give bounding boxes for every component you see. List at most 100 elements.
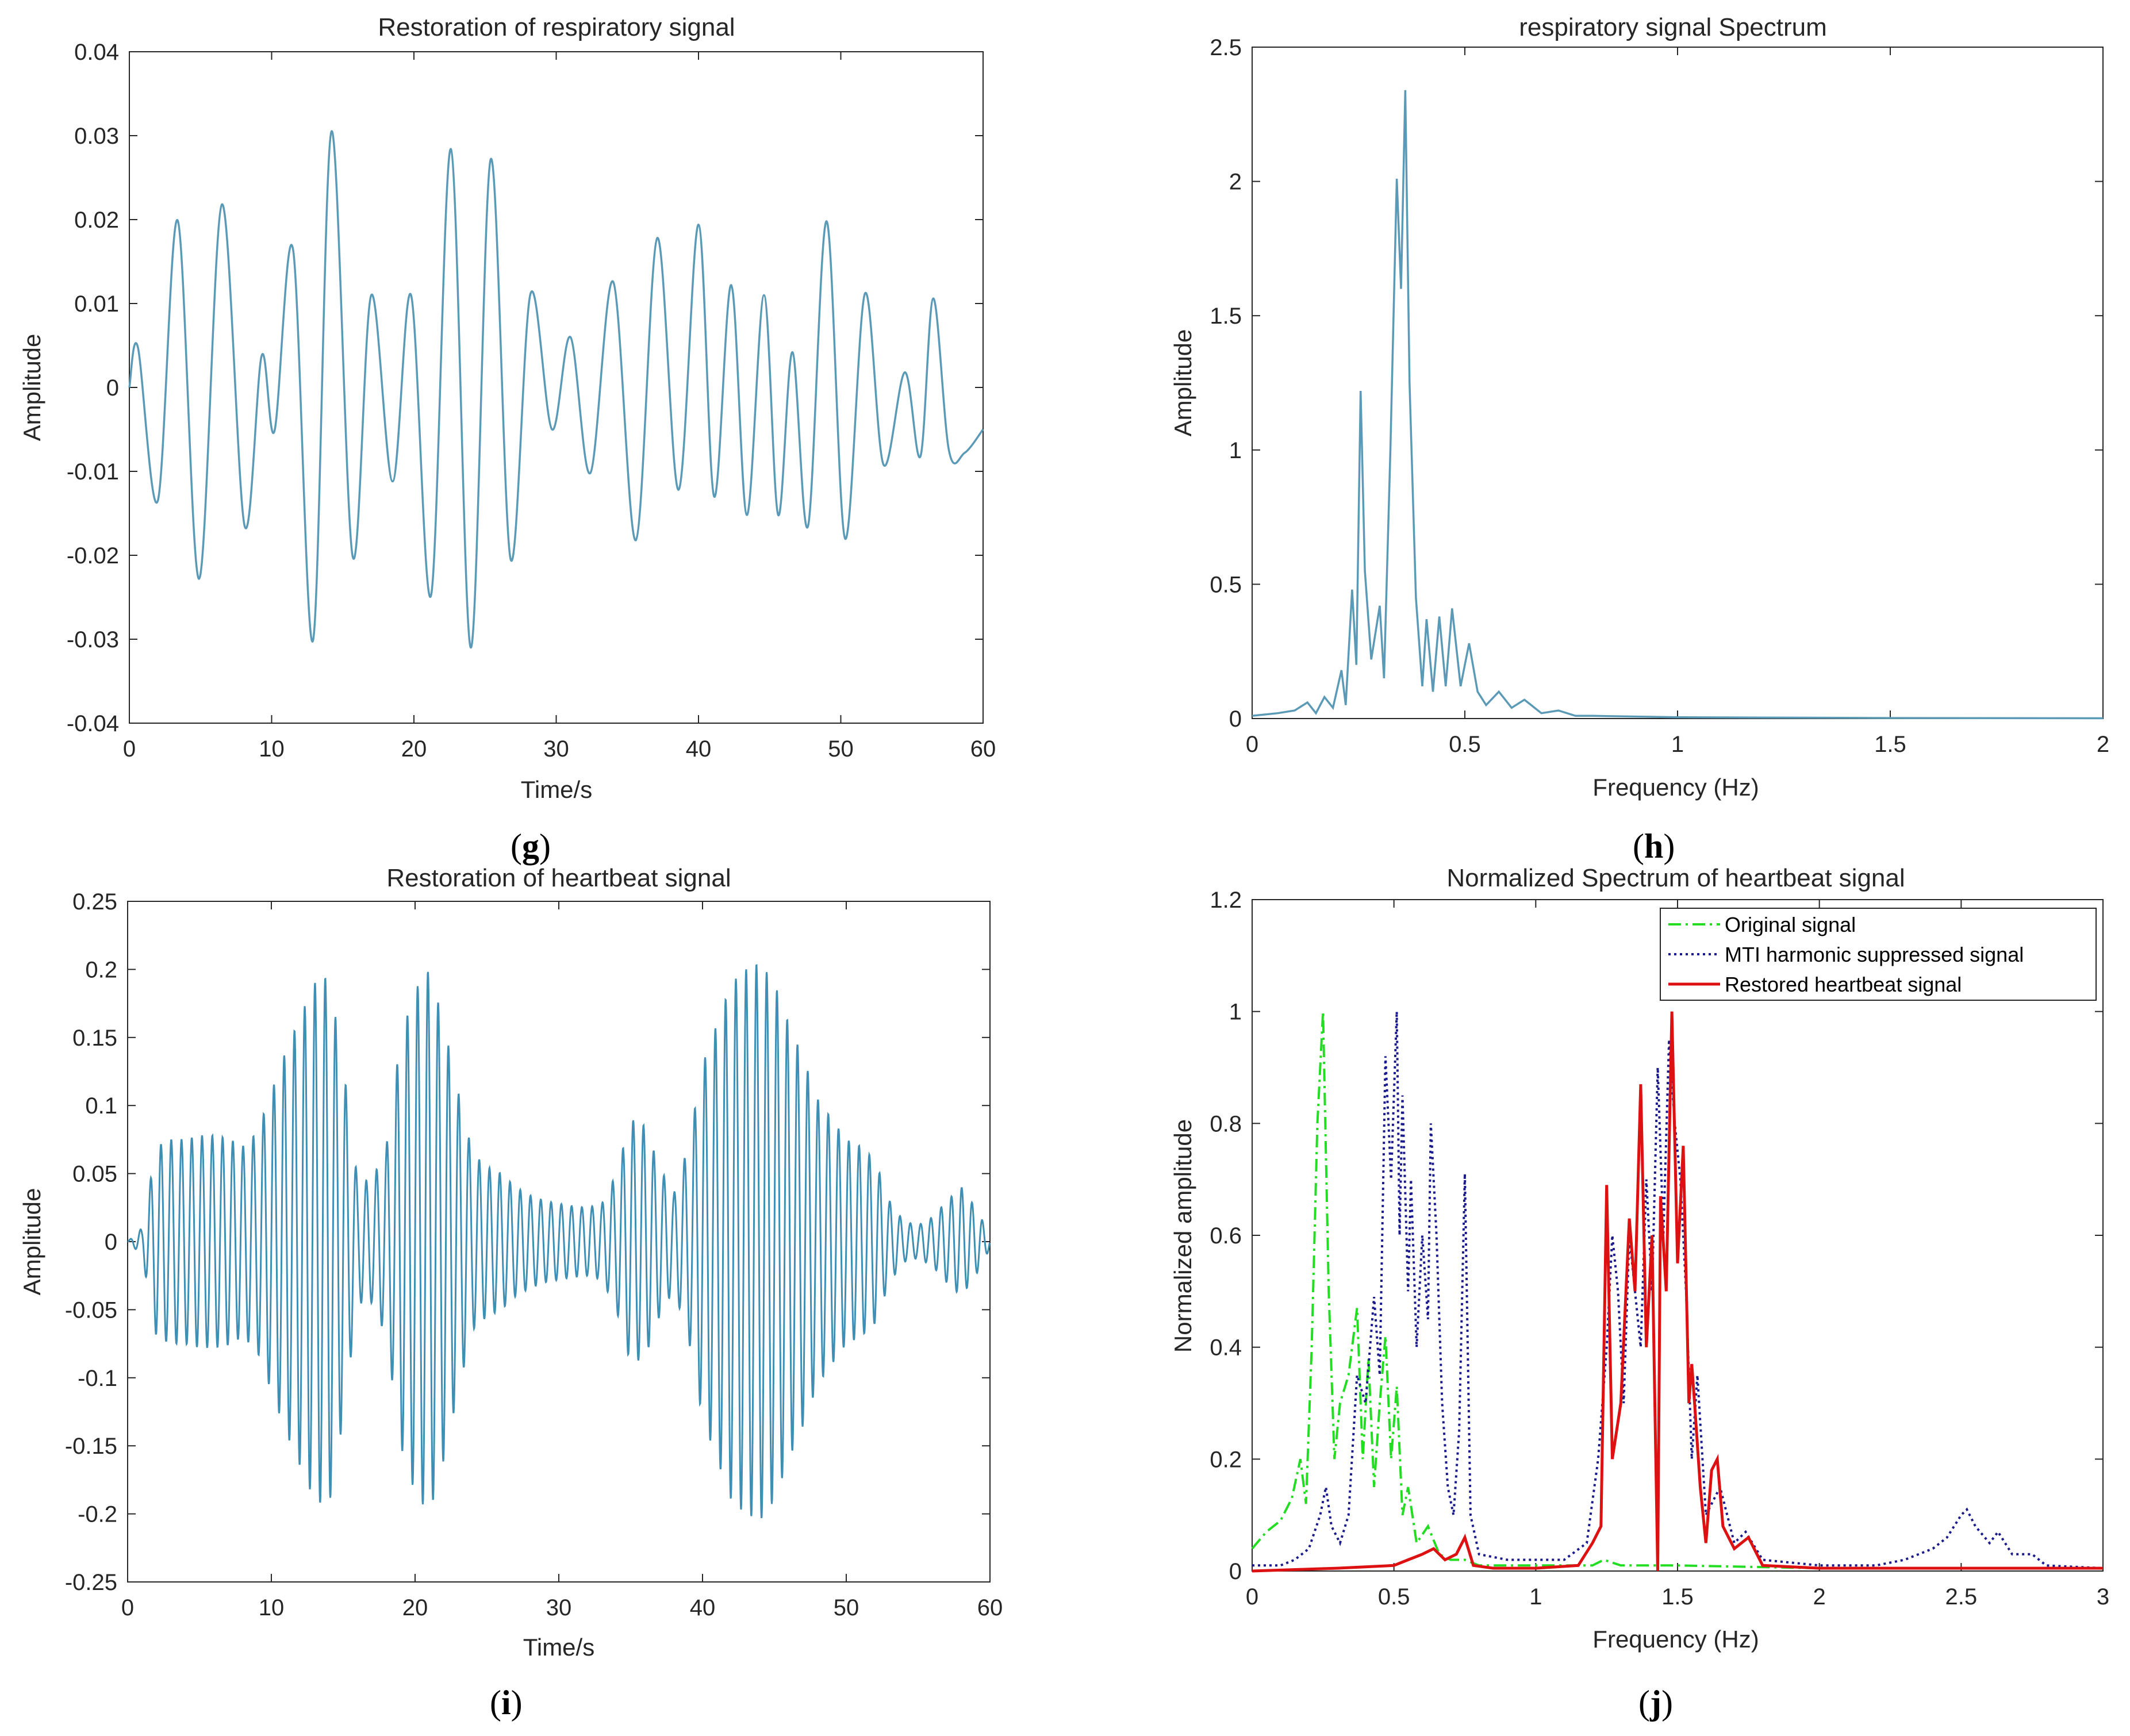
chart-j-series-lines (1251, 1011, 2104, 1573)
y-tick-label: -0.02 (67, 543, 119, 569)
chart-j: Normalized Spectrum of heartbeat signal … (1169, 864, 2109, 1722)
y-tick-label: 0.2 (1210, 1447, 1242, 1472)
chart-j-panel-letter: j (1649, 1684, 1661, 1722)
chart-j-ylabel: Normalized amplitude (1169, 1119, 1196, 1353)
x-tick-label: 1.5 (1874, 732, 1906, 757)
chart-i-series-line (127, 964, 991, 1519)
y-tick-label: -0.03 (67, 627, 119, 652)
x-tick-label: 40 (690, 1595, 716, 1620)
chart-j-series-0 (1251, 1011, 2103, 1570)
chart-i: Restoration of heartbeat signal 0 10 20 30 4… (18, 864, 1003, 1722)
y-tick-label: 0.03 (74, 124, 119, 149)
chart-i-title: Restoration of heartbeat signal (386, 864, 731, 892)
y-tick-label: 0.04 (74, 40, 119, 65)
y-tick-label: -0.15 (65, 1434, 117, 1459)
y-tick-label: 0 (1229, 1559, 1242, 1584)
y-tick-label: 2.5 (1210, 35, 1242, 60)
chart-g-series-line (128, 130, 984, 649)
x-tick-label: 30 (546, 1595, 572, 1620)
chart-i-panel-letter: i (501, 1684, 511, 1722)
chart-h-axes-box (1252, 47, 2104, 719)
x-tick-label: 50 (834, 1595, 859, 1620)
chart-j-ticks: 0 0.5 1 1.5 2 2.5 3 0 0.2 0.4 0.6 0.8 1 1.2 (1210, 888, 2109, 1610)
y-tick-label: 1 (1229, 438, 1242, 463)
x-tick-label: 10 (259, 736, 285, 762)
x-tick-label: 1 (1529, 1584, 1542, 1610)
x-tick-label: 20 (401, 736, 427, 762)
x-tick-label: 0.5 (1378, 1584, 1410, 1610)
chart-h-ticks: 0 0.5 1 1.5 2 0 0.5 1 1.5 2 2.5 (1210, 35, 2109, 757)
x-tick-label: 2 (1813, 1584, 1826, 1610)
chart-j-legend: Original signal MTI harmonic suppressed … (1660, 908, 2097, 1001)
y-tick-label: 0.5 (1210, 572, 1242, 597)
chart-g-panel-label: (g) (511, 827, 551, 865)
x-tick-label: 40 (686, 736, 712, 762)
chart-i-ticks: 0 10 20 30 40 50 60 -0.25 -0.2 -0.15 -0.1 -0.05 0 0.0… (65, 889, 1003, 1620)
legend-label-mti: MTI harmonic suppressed signal (1725, 943, 2024, 966)
y-tick-label: 0.02 (74, 208, 119, 233)
x-tick-label: 1 (1671, 732, 1684, 757)
y-tick-label: 0.25 (72, 889, 117, 915)
chart-i-panel-label: (i) (490, 1684, 523, 1722)
y-tick-label: 0 (106, 375, 119, 401)
x-tick-label: 0 (1246, 1584, 1258, 1610)
y-tick-label: 1.5 (1210, 304, 1242, 329)
x-tick-label: 0 (121, 1595, 134, 1620)
y-tick-label: -0.25 (65, 1570, 117, 1595)
chart-g-ylabel: Amplitude (18, 334, 45, 441)
y-tick-label: 0.6 (1210, 1223, 1242, 1249)
x-tick-label: 60 (977, 1595, 1003, 1620)
y-tick-label: 1 (1229, 1000, 1242, 1025)
chart-g-xlabel: Time/s (521, 776, 592, 803)
x-tick-label: 2.5 (1945, 1584, 1978, 1610)
y-tick-label: -0.04 (67, 711, 119, 736)
legend-label-restored: Restored heartbeat signal (1725, 973, 1962, 996)
y-tick-label: 0.15 (72, 1026, 117, 1051)
chart-g-ticks: 0 10 20 30 40 50 60 -0.04 -0.03 -0.02 -0.01 0 0.01 0.… (67, 40, 996, 762)
chart-j-panel-label: (j) (1638, 1684, 1673, 1722)
x-tick-label: 60 (970, 736, 996, 762)
y-tick-label: 2 (1229, 170, 1242, 195)
chart-i-ylabel: Amplitude (18, 1188, 45, 1296)
chart-h-series-line (1252, 90, 2104, 720)
y-tick-label: 0.1 (85, 1093, 117, 1119)
chart-h-title: respiratory signal Spectrum (1519, 13, 1827, 41)
chart-h-xlabel: Frequency (Hz) (1592, 774, 1759, 801)
chart-i-xlabel: Time/s (523, 1634, 594, 1661)
y-tick-label: 0 (1229, 706, 1242, 732)
x-tick-label: 0 (1246, 732, 1258, 757)
y-tick-label: 0.8 (1210, 1111, 1242, 1136)
x-tick-label: 2 (2097, 732, 2109, 757)
chart-h: respiratory signal Spectrum 0 0.5 1 1.5 2 0 0.… (1169, 13, 2109, 865)
chart-j-series-2 (1252, 1011, 2103, 1573)
y-tick-label: -0.05 (65, 1297, 117, 1323)
chart-j-title: Normalized Spectrum of heartbeat signal (1446, 864, 1905, 892)
y-tick-label: 0.2 (85, 957, 117, 982)
chart-g: Restoration of respiratory signal 0 10 20 3… (18, 13, 996, 865)
x-tick-label: 0 (123, 736, 136, 762)
chart-h-panel-label: (h) (1633, 827, 1675, 865)
x-tick-label: 1.5 (1661, 1584, 1694, 1610)
chart-h-panel-letter: h (1644, 827, 1663, 865)
y-tick-label: -0.2 (78, 1502, 117, 1527)
chart-g-axes-box (129, 51, 984, 724)
y-tick-label: 1.2 (1210, 888, 1242, 913)
x-tick-label: 50 (828, 736, 854, 762)
x-tick-label: 30 (543, 736, 569, 762)
x-tick-label: 20 (402, 1595, 428, 1620)
y-tick-label: 0.01 (74, 291, 119, 317)
y-tick-label: 0.4 (1210, 1335, 1242, 1361)
chart-j-xlabel: Frequency (Hz) (1592, 1626, 1759, 1653)
y-tick-label: -0.01 (67, 459, 119, 485)
y-tick-label: -0.1 (78, 1366, 117, 1391)
y-tick-label: 0 (105, 1230, 117, 1255)
chart-j-legend-box (1660, 908, 2097, 1001)
x-tick-label: 3 (2097, 1584, 2109, 1610)
y-tick-label: 0.05 (72, 1162, 117, 1187)
chart-h-ylabel: Amplitude (1169, 329, 1196, 437)
chart-j-series-1 (1252, 1011, 2104, 1570)
chart-g-panel-letter: g (522, 827, 539, 865)
x-tick-label: 0.5 (1449, 732, 1481, 757)
legend-label-original: Original signal (1725, 913, 1856, 936)
